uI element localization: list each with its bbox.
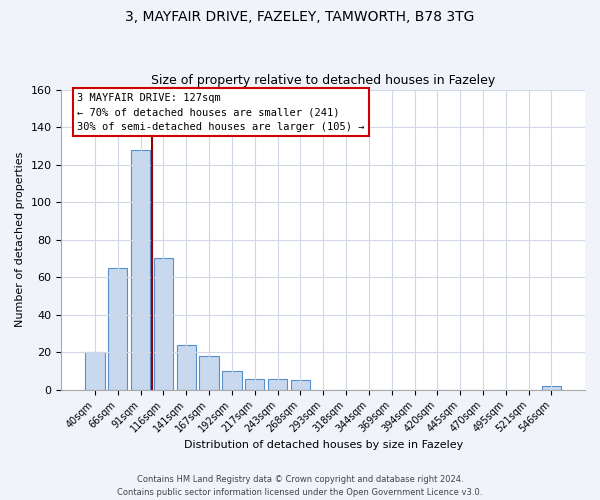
Bar [85, 352, 104, 390]
Y-axis label: Number of detached properties: Number of detached properties [15, 152, 25, 328]
Text: 3, MAYFAIR DRIVE, FAZELEY, TAMWORTH, B78 3TG: 3, MAYFAIR DRIVE, FAZELEY, TAMWORTH, B78… [125, 10, 475, 24]
Bar [108, 268, 127, 390]
Bar [290, 380, 310, 390]
X-axis label: Distribution of detached houses by size in Fazeley: Distribution of detached houses by size … [184, 440, 463, 450]
Bar [268, 378, 287, 390]
Bar [199, 356, 219, 390]
Text: 3 MAYFAIR DRIVE: 127sqm
← 70% of detached houses are smaller (241)
30% of semi-d: 3 MAYFAIR DRIVE: 127sqm ← 70% of detache… [77, 92, 365, 132]
Text: Contains HM Land Registry data © Crown copyright and database right 2024.
Contai: Contains HM Land Registry data © Crown c… [118, 475, 482, 497]
Bar [222, 371, 242, 390]
Bar [154, 258, 173, 390]
Bar [131, 150, 150, 390]
Bar [245, 378, 265, 390]
Bar [542, 386, 561, 390]
Title: Size of property relative to detached houses in Fazeley: Size of property relative to detached ho… [151, 74, 496, 87]
Bar [176, 345, 196, 390]
